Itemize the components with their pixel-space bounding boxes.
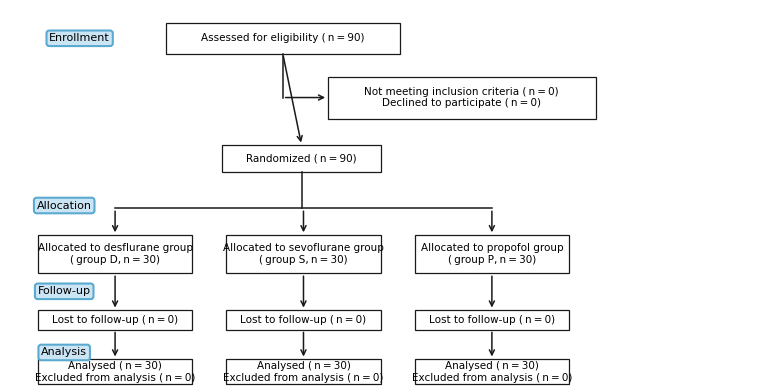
Text: Lost to follow-up ( n = 0): Lost to follow-up ( n = 0)	[241, 315, 367, 325]
Text: Analysed ( n = 30)
Excluded from analysis ( n = 0): Analysed ( n = 30) Excluded from analysi…	[411, 361, 572, 383]
Text: Lost to follow-up ( n = 0): Lost to follow-up ( n = 0)	[52, 315, 178, 325]
Text: Allocated to desflurane group
( group D, n = 30): Allocated to desflurane group ( group D,…	[38, 243, 192, 265]
Text: Lost to follow-up ( n = 0): Lost to follow-up ( n = 0)	[429, 315, 555, 325]
Text: Enrollment: Enrollment	[49, 33, 110, 43]
FancyBboxPatch shape	[226, 310, 381, 330]
Text: Allocated to propofol group
( group P, n = 30): Allocated to propofol group ( group P, n…	[421, 243, 563, 265]
Text: Analysis: Analysis	[42, 347, 87, 358]
Text: Allocated to sevoflurane group
( group S, n = 30): Allocated to sevoflurane group ( group S…	[223, 243, 384, 265]
FancyBboxPatch shape	[166, 23, 400, 53]
Text: Analysed ( n = 30)
Excluded from analysis ( n = 0): Analysed ( n = 30) Excluded from analysi…	[223, 361, 384, 383]
Text: Not meeting inclusion criteria ( n = 0)
Declined to participate ( n = 0): Not meeting inclusion criteria ( n = 0) …	[365, 87, 559, 108]
FancyBboxPatch shape	[38, 310, 192, 330]
Text: Follow-up: Follow-up	[38, 286, 91, 296]
Text: Allocation: Allocation	[37, 200, 92, 211]
Text: Assessed for eligibility ( n = 90): Assessed for eligibility ( n = 90)	[201, 33, 365, 43]
FancyBboxPatch shape	[38, 359, 192, 384]
Text: Analysed ( n = 30)
Excluded from analysis ( n = 0): Analysed ( n = 30) Excluded from analysi…	[35, 361, 195, 383]
FancyBboxPatch shape	[414, 359, 569, 384]
FancyBboxPatch shape	[414, 235, 569, 273]
FancyBboxPatch shape	[222, 145, 381, 172]
FancyBboxPatch shape	[226, 359, 381, 384]
FancyBboxPatch shape	[38, 235, 192, 273]
FancyBboxPatch shape	[328, 76, 595, 119]
FancyBboxPatch shape	[226, 235, 381, 273]
FancyBboxPatch shape	[414, 310, 569, 330]
Text: Randomized ( n = 90): Randomized ( n = 90)	[246, 154, 357, 164]
